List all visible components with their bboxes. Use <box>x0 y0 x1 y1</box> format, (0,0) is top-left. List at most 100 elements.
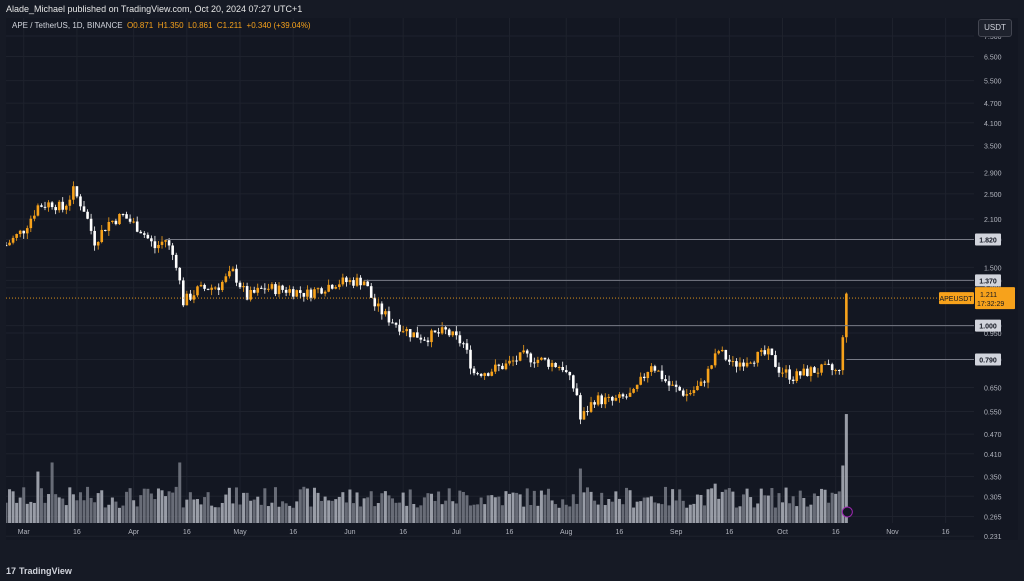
candle-body <box>625 396 628 398</box>
candle-body <box>132 221 135 223</box>
volume-bar <box>784 487 788 523</box>
candle-body <box>242 286 245 288</box>
volume-bar <box>39 488 43 523</box>
volume-bar <box>571 494 575 523</box>
candle-body <box>327 284 330 292</box>
candle-body <box>281 285 284 290</box>
candle-body <box>306 289 309 297</box>
candle-body <box>806 368 809 377</box>
volume-bar <box>646 497 650 523</box>
volume-bar <box>153 499 157 523</box>
candle-body <box>774 355 777 367</box>
chart-plot-area[interactable]: Mar 16 Apr 16 May 16 Jun 16 Jul 16 Aug 16 Sep 16 Oct 16… <box>4 18 974 540</box>
candle-body <box>621 394 625 397</box>
candle-body <box>199 284 203 287</box>
level-label-box <box>975 319 1001 332</box>
candle-body <box>316 288 320 290</box>
volume-bar <box>550 500 554 523</box>
candle-body <box>334 286 338 289</box>
volume-bar <box>511 492 515 523</box>
candle-body <box>366 281 369 287</box>
candle-body <box>206 288 210 290</box>
volume-bar <box>316 492 320 523</box>
candle-body <box>373 297 377 307</box>
volume-bar <box>628 490 632 523</box>
volume-bar <box>419 505 423 523</box>
x-tick-label: 16 <box>506 529 514 536</box>
y-tick-label: 5.500 <box>984 79 1002 86</box>
candle-body <box>504 363 508 370</box>
volume-bar <box>359 506 363 523</box>
x-tick-label: Oct <box>777 529 788 536</box>
volume-bar <box>493 497 497 523</box>
candle-body <box>540 357 543 360</box>
candle-body <box>642 376 646 379</box>
volume-bar <box>844 414 848 523</box>
volume-bar <box>256 496 260 523</box>
candle-body <box>146 234 150 239</box>
candle-body <box>699 381 703 386</box>
candle-body <box>437 332 440 334</box>
price-axis[interactable]: 7.500 6.500 5.500 4.700 4.100 3.500 2.900 2.500… <box>974 18 1018 541</box>
candle-body <box>22 230 26 234</box>
candle-body <box>320 288 323 294</box>
candle-body <box>650 366 653 372</box>
volume-bar <box>486 495 490 523</box>
candle-body <box>752 362 756 364</box>
volume-bar <box>298 489 302 523</box>
candle-body <box>118 213 121 225</box>
candle-body <box>398 324 401 332</box>
candle-body <box>235 268 238 283</box>
volume-bar <box>429 493 433 523</box>
candle-body <box>586 411 589 413</box>
candle-body <box>738 362 742 367</box>
volume-bar <box>752 507 756 523</box>
candle-body <box>270 284 274 289</box>
symbol-label[interactable]: APE / TetherUS, 1D, BINANCE <box>12 21 123 30</box>
candle-body <box>472 368 476 374</box>
candle-body <box>256 287 260 293</box>
volume-bar <box>798 490 802 523</box>
volume-bar <box>107 504 111 523</box>
candle-body <box>791 379 795 381</box>
candle-body <box>401 331 405 333</box>
volume-bar <box>103 507 107 523</box>
candle-body <box>635 384 639 389</box>
candle-body <box>674 384 678 387</box>
x-tick-label: 16 <box>289 529 297 536</box>
candle-body <box>777 366 781 373</box>
volume-bar <box>75 500 79 523</box>
y-tick-label: 7.500 <box>984 34 1002 41</box>
volume-bar <box>639 501 643 523</box>
candle-body <box>561 366 564 371</box>
volume-bar <box>766 495 770 523</box>
volume-bar <box>805 506 809 523</box>
candle-body <box>837 370 841 372</box>
volume-bar <box>47 494 51 523</box>
currency-button[interactable]: USDT <box>978 19 1012 37</box>
candle-body <box>167 240 171 246</box>
candle-body <box>75 186 79 197</box>
candle-body <box>731 361 735 363</box>
volume-bar <box>678 489 682 523</box>
volume-bar <box>323 496 327 523</box>
candle-body <box>150 238 153 242</box>
volume-bar <box>320 500 324 523</box>
candle-body <box>589 402 593 412</box>
candle-body <box>50 202 54 208</box>
price-chart[interactable]: Mar 16 Apr 16 May 16 Jun 16 Jul 16 Aug 16 Sep 16 Oct 16… <box>4 18 974 540</box>
tradingview-logo[interactable]: 17 TradingView <box>6 566 72 576</box>
volume-bar <box>263 488 267 523</box>
candle-body <box>572 375 575 389</box>
candle-body <box>749 362 752 364</box>
volume-bar <box>827 502 831 523</box>
volume-bar <box>312 487 316 523</box>
candle-body <box>596 395 600 405</box>
volume-bar <box>234 487 238 523</box>
level-label-box <box>975 233 1001 246</box>
candle-body <box>479 373 483 376</box>
candle-body <box>476 373 479 375</box>
candle-body <box>391 322 394 324</box>
candle-body <box>61 201 65 210</box>
candle-body <box>291 289 295 297</box>
